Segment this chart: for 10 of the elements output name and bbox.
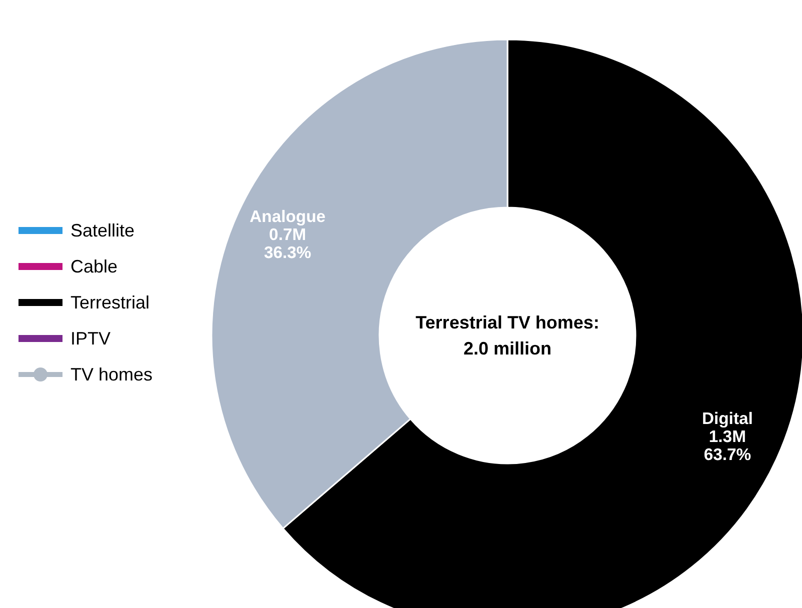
legend-label: Terrestrial	[70, 292, 150, 312]
text: Terrestrial TV homes: 2.0 million	[416, 312, 600, 358]
slice-label: Analogue	[250, 207, 326, 226]
legend-label: Cable	[70, 256, 118, 276]
legend-label: IPTV	[70, 328, 111, 348]
data-label: 1.3M 63.7%	[704, 426, 752, 464]
legend-label: Satellite	[70, 220, 135, 240]
slice-label: Digital	[702, 408, 753, 428]
legend-label: TV homes	[70, 364, 153, 384]
data-label: 0.7M 36.3%	[264, 225, 312, 262]
